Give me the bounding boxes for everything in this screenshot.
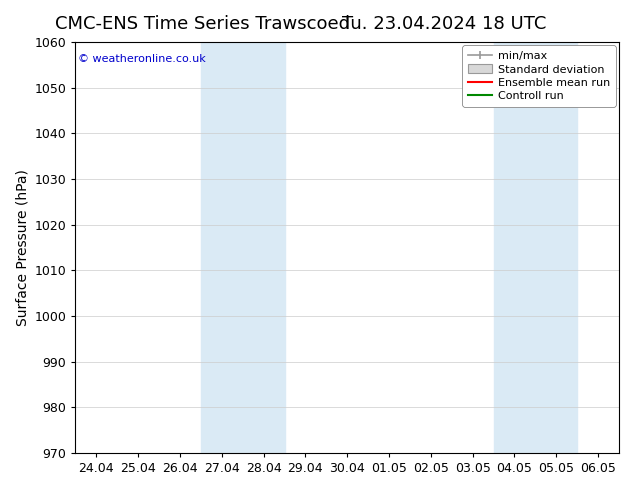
Bar bbox=[201, 42, 285, 453]
Y-axis label: Surface Pressure (hPa): Surface Pressure (hPa) bbox=[15, 169, 29, 326]
Text: CMC-ENS Time Series Trawscoed: CMC-ENS Time Series Trawscoed bbox=[55, 15, 351, 33]
Bar bbox=[493, 42, 577, 453]
Text: © weatheronline.co.uk: © weatheronline.co.uk bbox=[78, 54, 206, 64]
Text: Tu. 23.04.2024 18 UTC: Tu. 23.04.2024 18 UTC bbox=[342, 15, 546, 33]
Legend: min/max, Standard deviation, Ensemble mean run, Controll run: min/max, Standard deviation, Ensemble me… bbox=[462, 46, 616, 107]
